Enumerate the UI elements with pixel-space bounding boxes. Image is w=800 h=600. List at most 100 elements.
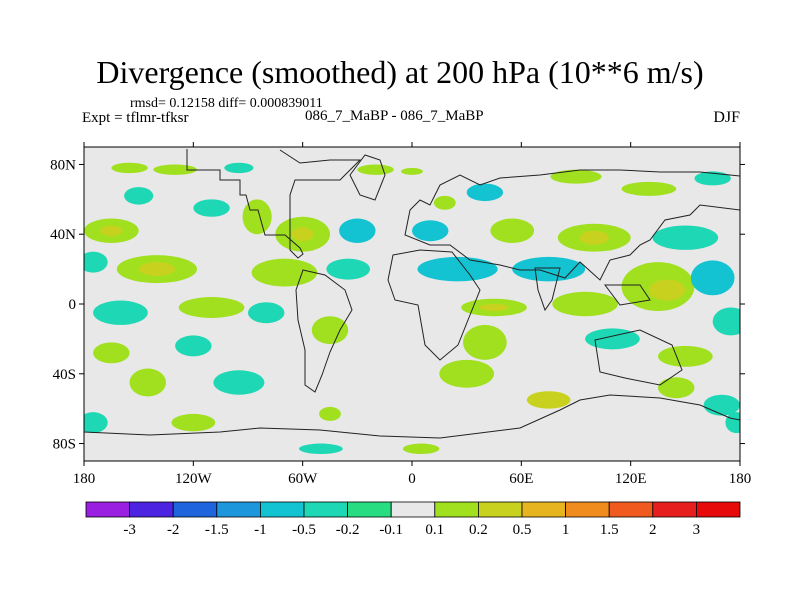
colorbar-swatch [521,501,566,518]
coastline-africa [387,249,481,361]
coastline-south-america [295,269,353,393]
colorbar-swatch [477,501,523,518]
colorbar-swatch [347,501,392,518]
y-tick-label: 80N [50,157,76,173]
colorbar-label: 3 [693,522,701,538]
divergence-feature [178,297,245,318]
colorbar-swatch [652,501,697,518]
continent-outlines [84,149,740,439]
divergence-feature [193,199,230,217]
colorbar-label: -1.5 [205,522,229,538]
colorbar-swatch [259,501,305,518]
divergence-feature [621,181,677,196]
divergence-feature [153,164,197,175]
divergence-feature [552,291,618,317]
divergence-feature [291,227,314,242]
divergence-feature [712,307,740,336]
colorbar: -3 -2 -1.5 -1 -0.5 -0.2 -0.1 0.1 0.2 0.5 1 1.5 2 3 [85,501,741,538]
divergence-feature [658,377,695,399]
divergence-feature [402,443,440,455]
divergence-feature [213,370,265,395]
divergence-feature [311,316,349,345]
divergence-feature [326,258,371,280]
divergence-feature [412,220,449,242]
experiment-label: Expt = tflmr-tfksr [82,110,189,126]
coastline-greenland [349,154,386,201]
colorbar-label: 0.2 [469,522,488,538]
colorbar-label: -3 [123,522,136,538]
divergence-feature [417,256,498,282]
coastline-india [534,267,561,312]
divergence-feature [111,162,148,174]
colorbar-swatch [172,501,218,518]
divergence-feature [248,302,285,324]
divergence-feature [138,262,176,277]
divergence-feature [224,162,254,174]
colorbar-label: 1 [562,522,570,538]
divergence-feature [84,251,108,273]
coastline-north-america [186,149,362,259]
divergence-feature [466,183,504,202]
x-tick-label: 60E [509,471,533,487]
divergence-feature [299,443,343,455]
season-label: DJF [713,109,740,126]
y-tick-label: 40S [53,367,76,383]
coastline-eurasia [404,169,740,281]
divergence-feature [93,300,148,325]
colorbar-label: -0.5 [292,522,316,538]
divergence-feature [439,359,494,388]
y-tick-label: 0 [69,297,77,313]
colorbar-swatch [303,501,348,518]
divergence-feature [690,260,735,296]
divergence-feature [84,412,108,434]
rmsd-diff-stats: rmsd= 0.12158 diff= 0.000839011 [130,96,323,111]
divergence-feature [579,230,609,245]
divergence-feature [463,324,507,360]
colorbar-label: -1 [254,522,267,538]
colorbar-label: 0.1 [425,522,444,538]
divergence-feature [319,406,341,421]
colorbar-label: -2 [167,522,180,538]
divergence-feature [100,225,123,236]
divergence-feature [648,279,686,301]
divergence-feature [526,391,571,409]
divergence-feature [585,328,640,350]
x-tick-label: 120W [175,471,213,487]
colorbar-swatch [696,501,741,518]
colorbar-swatch [608,501,654,518]
divergence-feature [694,171,731,186]
x-tick-label: 180 [729,471,752,487]
divergence-field [84,162,740,455]
colorbar-label: 0.5 [513,522,532,538]
colorbar-swatch [565,501,610,518]
colorbar-swatch [390,501,436,518]
divergence-feature [652,225,719,250]
y-tick-label: 40N [50,227,76,243]
divergence-feature [479,304,509,311]
divergence-feature [93,342,130,364]
divergence-feature [339,218,376,243]
colorbar-swatch [85,501,130,518]
divergence-feature [175,335,212,357]
colorbar-label: -0.1 [379,522,403,538]
divergence-feature [401,167,423,175]
coastline-antarctica [84,394,740,439]
x-tick-label: 120E [615,471,647,487]
x-tick-label: 180 [73,471,96,487]
divergence-feature [433,195,456,210]
x-tick-label: 0 [408,471,416,487]
divergence-feature [658,345,713,367]
x-tick-label: 60W [288,471,318,487]
colorbar-label: 2 [649,522,657,538]
divergence-feature [357,164,394,175]
divergence-feature [171,413,216,432]
colorbar-swatch [129,501,174,518]
chart-title: Divergence (smoothed) at 200 hPa (10**6 … [96,54,704,90]
colorbar-swatch [434,501,479,518]
divergence-feature [725,412,740,434]
divergence-feature [129,368,166,397]
divergence-feature [550,169,602,184]
colorbar-label: 1.5 [600,522,619,538]
colorbar-swatch [216,501,261,518]
